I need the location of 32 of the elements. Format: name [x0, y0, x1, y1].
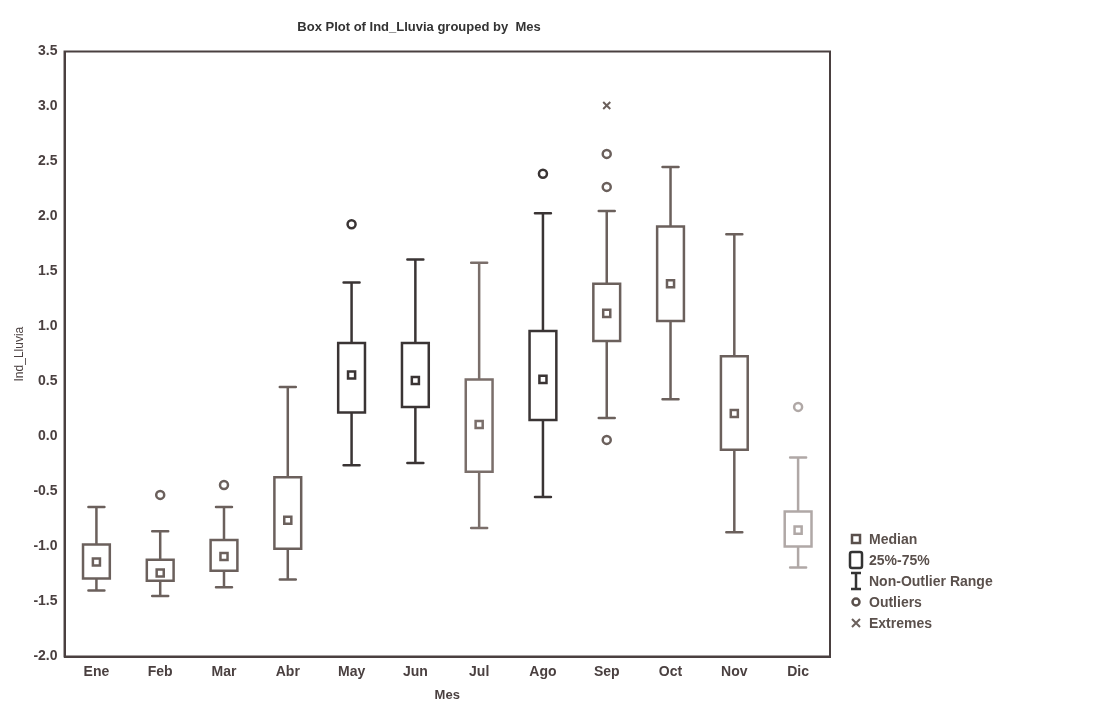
text: 25%-75% — [869, 551, 930, 568]
y-tick-label: 2.0 — [38, 207, 58, 224]
y-tick-label: 3.5 — [38, 42, 58, 59]
x-tick-label: Oct — [658, 662, 683, 679]
x-tick-label: Jun — [402, 662, 428, 679]
y-tick-label: -0.5 — [33, 482, 58, 499]
text: Median — [869, 530, 918, 547]
x-axis-title: Mes — [434, 686, 460, 702]
x-tick-label: Ene — [83, 662, 110, 679]
y-tick-label: -1.5 — [33, 592, 58, 609]
chart-title: Box Plot of Ind_Lluvia grouped by Mes — [297, 19, 541, 35]
x-tick-label: Abr — [275, 662, 301, 679]
x-tick-label: Ago — [529, 662, 557, 679]
text: Outliers — [869, 593, 922, 610]
text: Non-Outlier Range — [869, 572, 993, 589]
x-tick-label: Mar — [211, 662, 237, 679]
y-tick-label: -1.0 — [33, 537, 58, 554]
y-tick-label: 0.5 — [38, 372, 58, 389]
x-tick-label: Feb — [147, 662, 173, 679]
x-tick-label: May — [337, 662, 366, 679]
y-tick-label: 3.0 — [38, 97, 58, 114]
y-axis-title: Ind_Lluvia — [11, 326, 26, 382]
legend-label: Extremes — [869, 614, 933, 631]
y-tick-label: 2.5 — [38, 152, 58, 169]
x-tick-label: Nov — [721, 662, 748, 679]
y-tick-label: -2.0 — [33, 647, 58, 664]
y-tick-label: 0.0 — [38, 427, 58, 444]
x-tick-label: Jul — [469, 662, 490, 679]
x-tick-label: Dic — [787, 662, 810, 679]
y-tick-label: 1.0 — [38, 317, 58, 334]
y-tick-label: 1.5 — [38, 262, 58, 279]
x-tick-label: Sep — [593, 662, 620, 679]
